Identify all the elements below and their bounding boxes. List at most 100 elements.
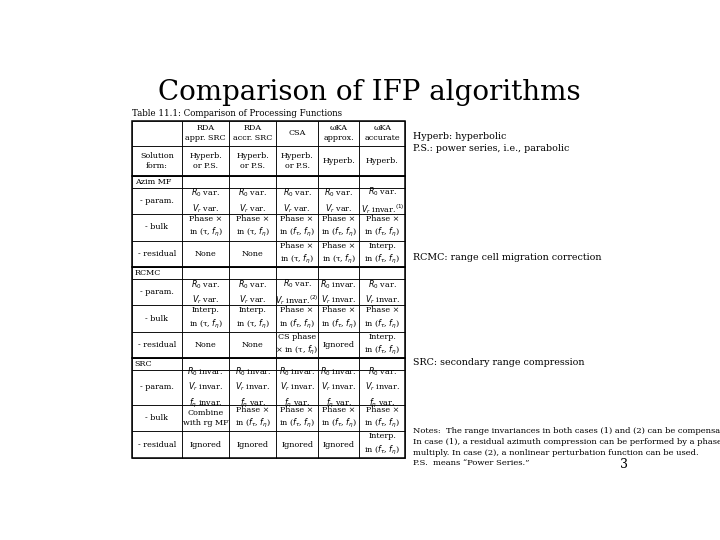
Bar [359, 305, 405, 332]
Bar [276, 370, 318, 405]
Text: Combine
with rg MF: Combine with rg MF [183, 409, 228, 427]
Bar [132, 279, 182, 305]
Bar [318, 121, 359, 146]
Text: Notes:  The range invariances in both cases (1) and (2) can be compensated.
In c: Notes: The range invariances in both cas… [413, 427, 720, 468]
Text: Phase ×
in (τ, $f_\eta$): Phase × in (τ, $f_\eta$) [322, 242, 356, 266]
Text: Interp.
in ($f_\tau$, $f_\eta$): Interp. in ($f_\tau$, $f_\eta$) [364, 242, 400, 266]
Text: None: None [242, 250, 264, 258]
Bar [276, 188, 318, 214]
Bar [132, 305, 182, 332]
Text: Interp.
in ($f_\tau$, $f_\eta$): Interp. in ($f_\tau$, $f_\eta$) [364, 433, 400, 456]
Text: Phase ×
in ($f_\tau$, $f_\eta$): Phase × in ($f_\tau$, $f_\eta$) [279, 215, 315, 240]
Bar [132, 176, 182, 188]
Bar [132, 405, 182, 431]
Text: - residual: - residual [138, 441, 176, 449]
Bar [182, 241, 229, 267]
Text: Phase ×
in ($f_\tau$, $f_\eta$): Phase × in ($f_\tau$, $f_\eta$) [364, 215, 400, 240]
Bar [229, 241, 276, 267]
Text: Phase ×
in ($f_\tau$, $f_\eta$): Phase × in ($f_\tau$, $f_\eta$) [364, 406, 400, 430]
Bar [229, 332, 276, 358]
Text: $R_0$ var.
$V_r$ invar.: $R_0$ var. $V_r$ invar. [365, 278, 400, 306]
Text: $R_0$ invar.
$V_r$ invar.: $R_0$ invar. $V_r$ invar. [320, 278, 357, 306]
Bar [359, 370, 405, 405]
Bar [318, 358, 359, 370]
Text: Interp.
in (τ, $f_\eta$): Interp. in (τ, $f_\eta$) [189, 307, 222, 330]
Bar [229, 176, 276, 188]
Bar [318, 305, 359, 332]
Text: RDA
appr. SRC: RDA appr. SRC [185, 124, 226, 143]
Bar [132, 267, 405, 358]
Bar [229, 305, 276, 332]
Text: Phase ×
in (τ, $f_\eta$): Phase × in (τ, $f_\eta$) [280, 242, 314, 266]
Bar [229, 214, 276, 241]
Text: Phase ×
in ($f_\tau$, $f_\eta$): Phase × in ($f_\tau$, $f_\eta$) [320, 215, 356, 240]
Bar [182, 267, 229, 279]
Text: Hyperb.
or P.S.: Hyperb. or P.S. [189, 152, 222, 170]
Text: Phase ×
in (τ, $f_\eta$): Phase × in (τ, $f_\eta$) [235, 215, 270, 240]
Text: Ignored: Ignored [323, 441, 355, 449]
Text: ωKA
accurate: ωKA accurate [364, 124, 400, 143]
Bar [318, 405, 359, 431]
Text: $R_0$ var.
$V_r$ var.: $R_0$ var. $V_r$ var. [192, 187, 220, 215]
Text: $R_0$ var.
$V_r$ var.: $R_0$ var. $V_r$ var. [192, 278, 220, 306]
Text: None: None [195, 250, 217, 258]
Text: RCMC: range cell migration correction: RCMC: range cell migration correction [413, 253, 601, 262]
Bar [318, 279, 359, 305]
Text: - param.: - param. [140, 383, 174, 392]
Text: Solution
form:: Solution form: [140, 152, 174, 170]
Text: Phase ×
in ($f_\tau$, $f_\eta$): Phase × in ($f_\tau$, $f_\eta$) [320, 307, 356, 330]
Bar [359, 241, 405, 267]
Bar [182, 305, 229, 332]
Bar [132, 176, 405, 267]
Text: Phase ×
in ($f_\tau$, $f_\eta$): Phase × in ($f_\tau$, $f_\eta$) [364, 307, 400, 330]
Text: 3: 3 [621, 458, 629, 471]
Text: - bulk: - bulk [145, 414, 168, 422]
Bar [229, 405, 276, 431]
Bar [359, 146, 405, 176]
Bar [318, 241, 359, 267]
Bar [276, 332, 318, 358]
Bar [132, 121, 405, 176]
Bar [182, 188, 229, 214]
Text: - residual: - residual [138, 250, 176, 258]
Bar [318, 431, 359, 458]
Bar [132, 188, 182, 214]
Text: CS phase
× in (τ, $f_\eta$): CS phase × in (τ, $f_\eta$) [276, 333, 319, 357]
Bar [276, 431, 318, 458]
Bar [229, 358, 276, 370]
Bar [182, 332, 229, 358]
Bar [132, 358, 405, 458]
Text: $R_0$ invar.
$V_r$ invar.
$f_\eta$ invar.: $R_0$ invar. $V_r$ invar. $f_\eta$ invar… [187, 365, 224, 409]
Bar [132, 146, 182, 176]
Text: RDA
accr. SRC: RDA accr. SRC [233, 124, 273, 143]
Bar [276, 305, 318, 332]
Bar [276, 405, 318, 431]
Bar [359, 431, 405, 458]
Bar [182, 146, 229, 176]
Bar [359, 358, 405, 370]
Bar [318, 188, 359, 214]
Text: None: None [195, 341, 217, 349]
Bar [359, 279, 405, 305]
Bar [229, 267, 276, 279]
Bar [318, 267, 359, 279]
Text: $R_0$ invar.
$V_r$ invar.
$f_\eta$ var.: $R_0$ invar. $V_r$ invar. $f_\eta$ var. [235, 365, 271, 409]
Text: $R_0$ var.
$V_r$ var.: $R_0$ var. $V_r$ var. [238, 278, 267, 306]
Bar [229, 188, 276, 214]
Bar [132, 370, 182, 405]
Text: Table 11.1: Comparison of Processing Functions: Table 11.1: Comparison of Processing Fun… [132, 109, 342, 118]
Text: SRC: secondary range compression: SRC: secondary range compression [413, 358, 584, 367]
Bar [182, 121, 229, 146]
Bar [229, 121, 276, 146]
Text: Interp.
in ($f_\tau$, $f_\eta$): Interp. in ($f_\tau$, $f_\eta$) [364, 333, 400, 357]
Bar [182, 358, 229, 370]
Text: RCMC: RCMC [135, 269, 161, 277]
Bar [318, 176, 359, 188]
Text: Hyperb.
or P.S.: Hyperb. or P.S. [236, 152, 269, 170]
Bar [318, 332, 359, 358]
Bar [359, 121, 405, 146]
Text: Phase ×
in ($f_\tau$, $f_\eta$): Phase × in ($f_\tau$, $f_\eta$) [320, 406, 356, 430]
Bar [182, 370, 229, 405]
Bar [276, 267, 318, 279]
Bar [276, 279, 318, 305]
